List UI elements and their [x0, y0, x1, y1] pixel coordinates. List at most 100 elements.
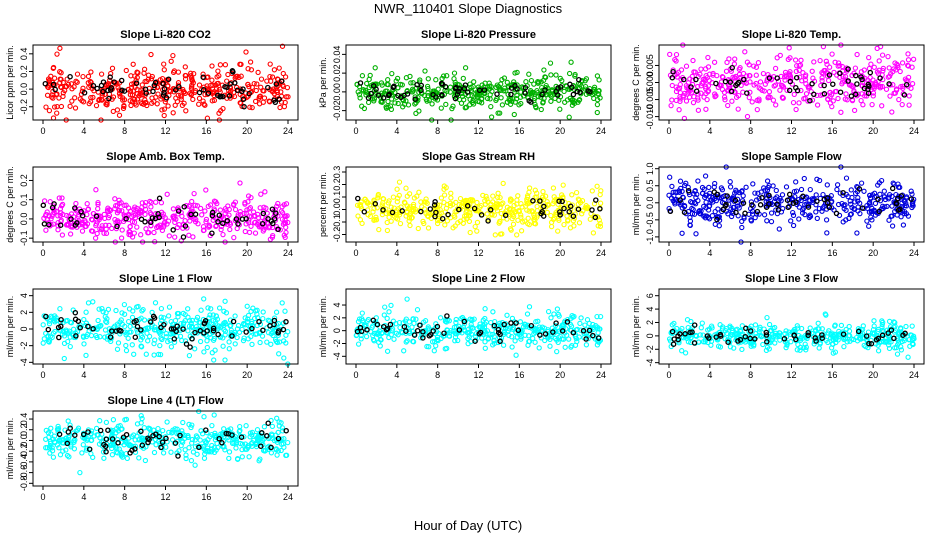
panel-title: Slope Line 1 Flow: [119, 273, 212, 285]
y-tick-label: -0.1: [19, 230, 29, 246]
y-tick-label: 0: [332, 328, 342, 333]
x-tick-label: 4: [81, 492, 86, 502]
x-tick-label: 24: [909, 370, 919, 380]
panel-title: Slope Amb. Box Temp.: [106, 151, 225, 163]
y-axis-label: ml/min per min.: [5, 296, 15, 358]
y-axis-label: kPa per min.: [318, 57, 328, 108]
y-tick-label: 0.1: [332, 191, 342, 204]
x-tick-label: 16: [827, 370, 837, 380]
x-tick-label: 16: [827, 126, 837, 136]
y-tick-label: 0.00: [332, 83, 342, 101]
x-tick-label: 8: [435, 370, 440, 380]
x-tick-label: 4: [81, 370, 86, 380]
x-tick-label: 8: [122, 370, 127, 380]
x-tick-label: 20: [555, 126, 565, 136]
x-tick-label: 20: [868, 126, 878, 136]
x-tick-label: 24: [909, 126, 919, 136]
x-tick-label: 8: [748, 370, 753, 380]
x-tick-label: 24: [283, 492, 293, 502]
x-tick-label: 4: [81, 248, 86, 258]
y-axis-label: ml/min per min.: [318, 296, 328, 358]
x-tick-label: 0: [353, 370, 358, 380]
x-tick-label: 16: [514, 370, 524, 380]
x-tick-label: 16: [201, 126, 211, 136]
x-tick-label: 24: [909, 248, 919, 258]
x-tick-label: 8: [122, 492, 127, 502]
y-tick-label: 0.005: [645, 54, 655, 77]
x-tick-label: 12: [160, 126, 170, 136]
y-tick-label: -4: [332, 352, 342, 360]
panel-title: Slope Line 4 (LT) Flow: [108, 395, 224, 407]
x-tick-label: 8: [748, 126, 753, 136]
x-tick-label: 8: [122, 126, 127, 136]
y-tick-label: 2: [332, 315, 342, 320]
y-tick-label: 0.0: [19, 83, 29, 96]
x-tick-label: 0: [40, 126, 45, 136]
x-tick-label: 16: [201, 492, 211, 502]
y-axis-label: Licor ppm per min.: [5, 45, 15, 120]
x-tick-label: 24: [283, 370, 293, 380]
y-tick-label: 1.0: [645, 162, 655, 175]
y-tick-label: 0: [19, 326, 29, 331]
y-axis-label: percent per min.: [318, 172, 328, 237]
y-tick-label: 4: [19, 293, 29, 298]
y-tick-label: -0.2: [19, 99, 29, 115]
x-tick-label: 4: [707, 370, 712, 380]
x-tick-label: 12: [160, 492, 170, 502]
x-tick-label: 0: [40, 492, 45, 502]
panel-title: Slope Li-820 Pressure: [421, 29, 536, 41]
y-tick-label: 2: [19, 310, 29, 315]
x-tick-label: 12: [473, 248, 483, 258]
y-tick-label: 0.4: [19, 48, 29, 61]
x-tick-label: 0: [40, 370, 45, 380]
x-tick-label: 4: [707, 248, 712, 258]
x-tick-label: 16: [827, 248, 837, 258]
y-tick-label: -4: [19, 358, 29, 366]
panel-title: Slope Line 2 Flow: [432, 273, 525, 285]
x-tick-label: 12: [786, 370, 796, 380]
y-tick-label: 4: [645, 307, 655, 312]
x-tick-label: 20: [242, 492, 252, 502]
x-tick-label: 16: [514, 248, 524, 258]
y-tick-label: -4: [645, 359, 655, 367]
panel-title: Slope Gas Stream RH: [422, 151, 535, 163]
y-tick-label: -0.02: [332, 100, 342, 121]
y-tick-label: 0.1: [19, 193, 29, 206]
panel-title: Slope Sample Flow: [741, 151, 842, 163]
x-tick-label: 20: [555, 248, 565, 258]
x-tick-label: 0: [353, 126, 358, 136]
y-axis-label: ml/min per min.: [631, 296, 641, 358]
y-tick-label: -2: [645, 345, 655, 353]
x-tick-label: 0: [353, 248, 358, 258]
x-tick-label: 16: [201, 248, 211, 258]
x-tick-label: 20: [242, 370, 252, 380]
x-tick-label: 20: [242, 248, 252, 258]
y-tick-label: 0: [645, 333, 655, 338]
y-tick-label: 0.5: [645, 179, 655, 192]
x-tick-label: 24: [596, 248, 606, 258]
y-tick-label: 0.2: [19, 65, 29, 78]
figure-title: NWR_110401 Slope Diagnostics: [374, 1, 563, 16]
y-tick-label: 4: [332, 303, 342, 308]
y-tick-label: 0.0: [332, 203, 342, 216]
y-tick-label: 0.2: [19, 174, 29, 187]
y-tick-label: -1.0: [645, 229, 655, 245]
panel-title: Slope Li-820 CO2: [120, 29, 210, 41]
y-tick-label: 0.04: [332, 46, 342, 64]
y-tick-label: -2: [19, 342, 29, 350]
x-tick-label: 24: [283, 126, 293, 136]
x-tick-label: 4: [707, 126, 712, 136]
x-tick-label: 12: [160, 370, 170, 380]
x-tick-label: 12: [473, 370, 483, 380]
x-tick-label: 0: [40, 248, 45, 258]
x-tick-label: 16: [201, 370, 211, 380]
x-tick-label: 4: [394, 248, 399, 258]
y-tick-label: -2: [332, 339, 342, 347]
x-tick-label: 24: [283, 248, 293, 258]
y-axis-label: ml/min per min.: [631, 174, 641, 236]
y-tick-label: 0.0: [19, 213, 29, 226]
x-tick-label: 0: [666, 248, 671, 258]
x-tick-label: 4: [394, 370, 399, 380]
